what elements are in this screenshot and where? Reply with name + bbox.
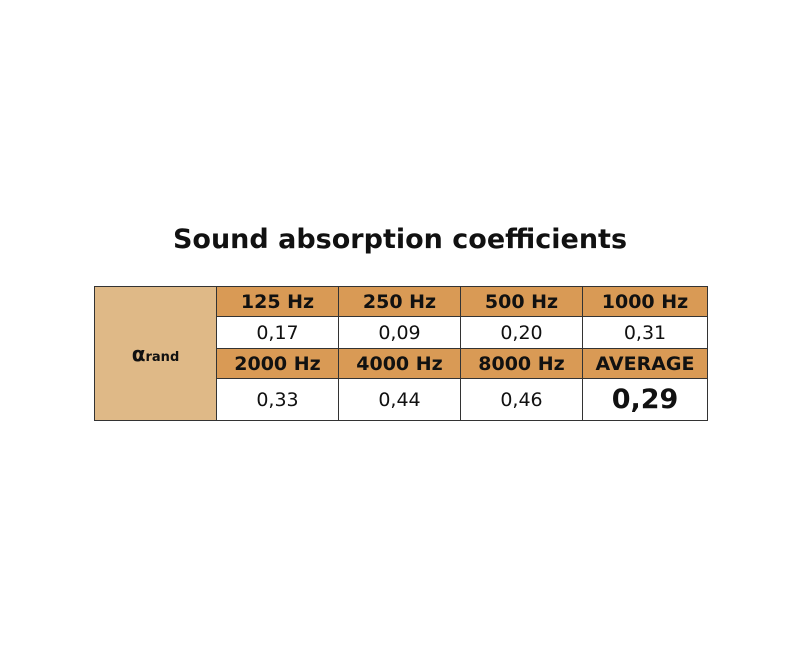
- header-cell: 500 Hz: [460, 286, 583, 317]
- alpha-subscript: rand: [145, 349, 180, 365]
- value-cell: 0,31: [582, 316, 708, 349]
- absorption-table: αrand 125 Hz 250 Hz 500 Hz 1000 Hz 0,17 …: [94, 286, 708, 421]
- value-cell: 0,20: [460, 316, 583, 349]
- value-cell: 0,17: [216, 316, 339, 349]
- value-cell: 0,09: [338, 316, 461, 349]
- alpha-symbol: α: [131, 341, 146, 366]
- header-cell: AVERAGE: [582, 348, 708, 379]
- header-cell: 1000 Hz: [582, 286, 708, 317]
- header-cell: 2000 Hz: [216, 348, 339, 379]
- title: Sound absorption coefficients: [172, 224, 628, 255]
- value-cell: 0,33: [216, 378, 339, 421]
- value-cell: 0,44: [338, 378, 461, 421]
- row-label: αrand: [94, 286, 217, 421]
- value-cell: 0,46: [460, 378, 583, 421]
- header-cell: 4000 Hz: [338, 348, 461, 379]
- header-cell: 125 Hz: [216, 286, 339, 317]
- header-cell: 250 Hz: [338, 286, 461, 317]
- header-cell: 8000 Hz: [460, 348, 583, 379]
- average-cell: 0,29: [582, 378, 708, 421]
